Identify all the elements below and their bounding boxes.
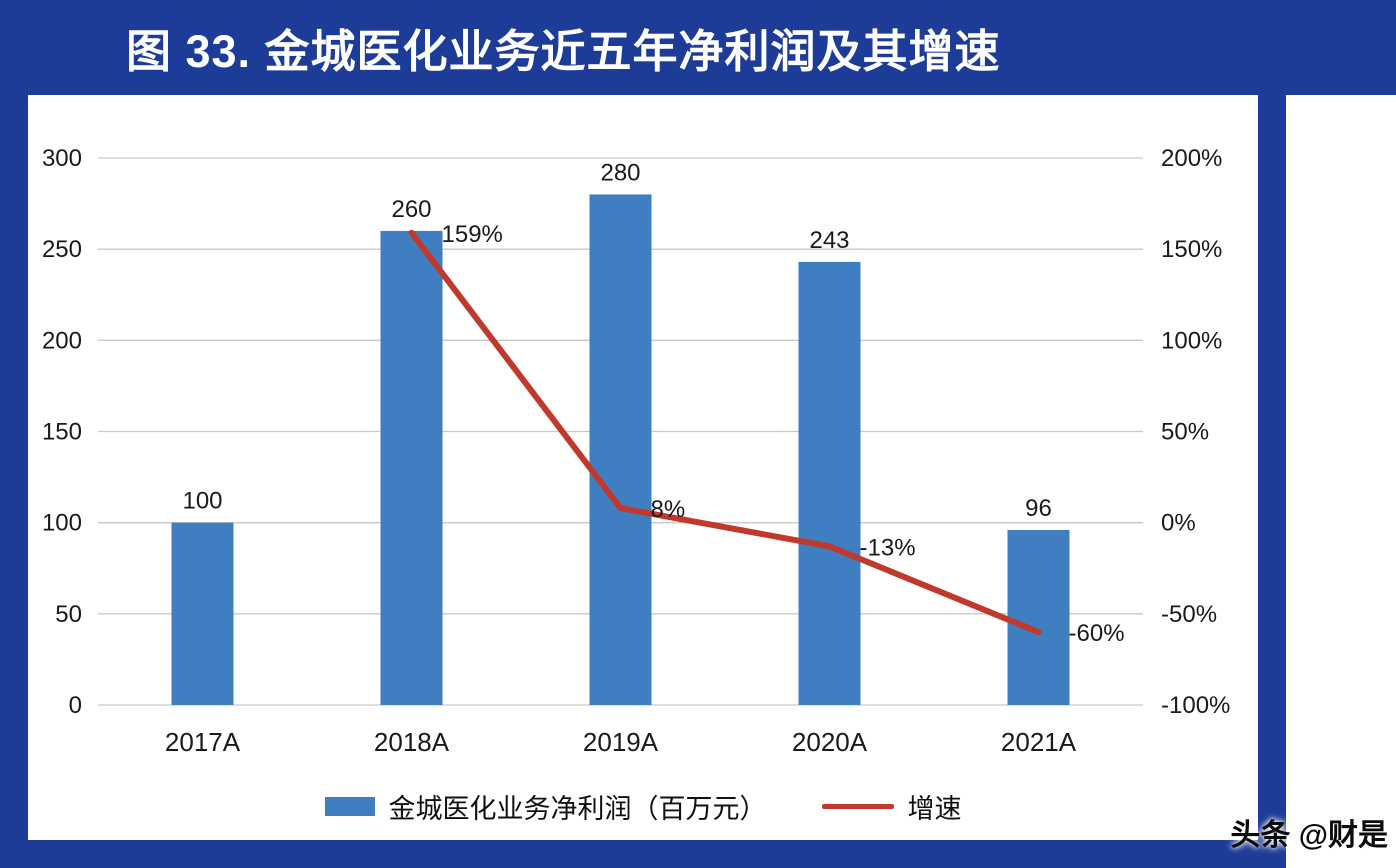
profit-bar [798, 261, 861, 705]
left-axis-tick-label: 0 [69, 692, 82, 719]
left-axis-tick-label: 200 [42, 327, 82, 354]
right-axis-tick-label: 200% [1161, 145, 1222, 172]
profit-bar [1007, 529, 1070, 705]
right-axis-tick-label: 0% [1161, 510, 1196, 537]
legend-line-label: 增速 [907, 794, 962, 824]
growth-point-label: -60% [1069, 620, 1125, 647]
chart-legend: 金城医化业务净利润（百万元） 增速 [28, 787, 1258, 826]
growth-point-label: -13% [860, 534, 916, 561]
left-axis-tick-label: 100 [42, 510, 82, 537]
growth-line [408, 229, 1042, 636]
left-axis-tick-label: 300 [42, 145, 82, 172]
left-axis-tick-label: 50 [55, 601, 82, 628]
frame-left-border [0, 95, 28, 868]
x-axis-category-label: 2017A [165, 727, 241, 757]
frame-right-border [1258, 95, 1286, 868]
figure-title: 图 33. 金城医化业务近五年净利润及其增速 [126, 26, 1001, 77]
right-axis-tick-label: -100% [1161, 692, 1230, 719]
right-axis-tick-label: 50% [1161, 419, 1209, 446]
x-axis-category-label: 2020A [792, 727, 868, 757]
profit-bar [380, 230, 443, 705]
growth-point-label: 8% [651, 496, 686, 523]
x-axis-category-label: 2019A [583, 727, 659, 757]
legend-line-swatch [821, 804, 894, 809]
legend-item-profit: 金城医化业务净利润（百万元） [324, 787, 767, 826]
bar-value-label: 100 [182, 488, 222, 515]
bar-value-label: 96 [1025, 495, 1052, 522]
x-axis-category-label: 2021A [1001, 727, 1077, 757]
bar-value-label: 243 [809, 227, 849, 254]
bar-value-label: 260 [391, 196, 431, 223]
watermark: 头条 @财是 [1230, 819, 1388, 852]
bar-value-label: 280 [600, 159, 640, 186]
x-axis-category-label: 2018A [374, 727, 450, 757]
profit-bar [589, 194, 652, 705]
legend-item-growth: 增速 [821, 787, 962, 826]
right-axis-tick-label: 100% [1161, 327, 1222, 354]
legend-bar-swatch [324, 797, 375, 816]
right-axis-tick-label: -50% [1161, 601, 1217, 628]
legend-bar-label: 金城医化业务净利润（百万元） [388, 794, 767, 824]
combo-chart: 300 250 200 150 100 50 0 200% 150% 100% 50% 0% -50% -… [42, 145, 1230, 757]
left-axis-tick-label: 150 [42, 419, 82, 446]
right-axis-tick-label: 150% [1161, 236, 1222, 263]
profit-bar [171, 522, 234, 705]
left-axis-tick-label: 250 [42, 236, 82, 263]
growth-point-label: 159% [442, 221, 503, 248]
chart-region: 300 250 200 150 100 50 0 200% 150% 100% 50% 0% -50% -… [28, 95, 1258, 840]
frame-bottom-border [28, 840, 1258, 868]
figure-header: 图 33. 金城医化业务近五年净利润及其增速 [0, 0, 1396, 95]
